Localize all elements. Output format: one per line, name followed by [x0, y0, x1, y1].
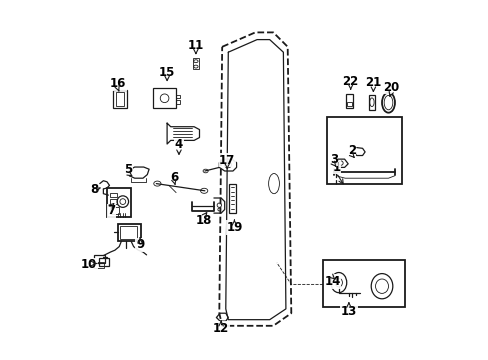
- Bar: [120, 226, 136, 239]
- Bar: [109, 199, 117, 204]
- Text: 15: 15: [159, 66, 175, 78]
- Bar: [94, 262, 104, 268]
- Bar: [118, 224, 141, 241]
- Text: 18: 18: [196, 214, 212, 227]
- Text: 6: 6: [170, 171, 178, 184]
- Bar: [176, 100, 179, 104]
- Bar: [368, 95, 374, 110]
- Text: 19: 19: [226, 221, 242, 234]
- Bar: [113, 90, 126, 108]
- Bar: [326, 117, 401, 184]
- Text: 5: 5: [124, 163, 132, 176]
- Text: 3: 3: [329, 153, 337, 166]
- Text: 11: 11: [187, 39, 203, 51]
- Text: 4: 4: [175, 138, 183, 151]
- Text: 9: 9: [136, 238, 144, 251]
- Bar: [107, 188, 131, 217]
- Text: 1: 1: [331, 161, 340, 174]
- Text: 14: 14: [324, 275, 340, 288]
- Bar: [229, 184, 235, 213]
- Text: 8: 8: [90, 183, 98, 195]
- Bar: [322, 260, 404, 307]
- Text: 12: 12: [213, 322, 229, 335]
- Bar: [109, 193, 117, 197]
- Text: 16: 16: [109, 77, 126, 90]
- Bar: [115, 92, 124, 106]
- Text: 22: 22: [342, 75, 358, 87]
- Bar: [347, 102, 351, 106]
- Text: 7: 7: [107, 204, 115, 217]
- Bar: [99, 258, 109, 266]
- Bar: [109, 207, 118, 214]
- Bar: [193, 58, 199, 69]
- Text: 20: 20: [383, 81, 399, 94]
- Text: 10: 10: [81, 258, 97, 271]
- Bar: [152, 88, 176, 108]
- Bar: [94, 255, 104, 263]
- Bar: [346, 94, 352, 108]
- Text: 21: 21: [365, 76, 381, 89]
- Text: 13: 13: [340, 305, 356, 318]
- Text: 17: 17: [219, 154, 235, 167]
- Text: 2: 2: [347, 144, 355, 157]
- Bar: [176, 95, 179, 98]
